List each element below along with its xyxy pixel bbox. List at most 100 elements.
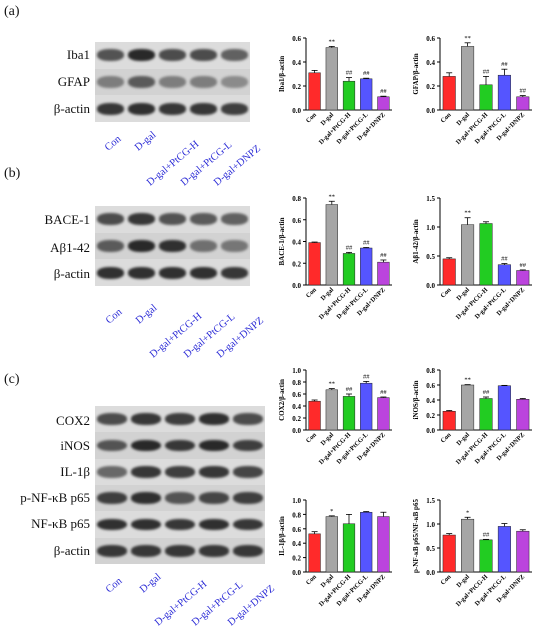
significance-label: * [466, 509, 469, 516]
blot-band [199, 439, 229, 452]
y-axis-label: Iba1/β-actin [278, 56, 286, 92]
bar [360, 511, 373, 573]
category-label: Con [305, 431, 318, 444]
significance-label: ** [329, 381, 336, 388]
lane-label: D-gal [133, 129, 159, 154]
blot-band [128, 240, 155, 252]
y-tick-label: 0.2 [292, 83, 301, 91]
blot-label-bactin-c: β-actin [53, 543, 90, 558]
blot-band [199, 492, 229, 504]
significance-label: ## [501, 61, 508, 68]
blot-band [97, 492, 127, 504]
chart-inos: 0.00.20.40.60.8iNOS/β-actinCon**D-gal##D… [412, 367, 532, 466]
bar [308, 400, 321, 431]
significance-label: * [330, 508, 333, 515]
y-axis-label: BACE-1/β-actin [278, 217, 286, 265]
blot-band [128, 102, 155, 115]
blot-band [233, 518, 263, 531]
y-tick-label: 1.5 [426, 195, 435, 203]
y-tick-label: 0.4 [292, 403, 301, 411]
blot-band [159, 266, 186, 279]
y-axis-label: COX2/β-actin [278, 379, 286, 421]
bar [360, 78, 373, 111]
y-tick-label: 0.4 [292, 59, 301, 67]
y-tick-label: 0.2 [292, 260, 301, 268]
bar [342, 396, 356, 431]
blot-band [128, 266, 155, 279]
bar [325, 389, 338, 431]
chart-abeta: 0.00.51.01.5Aβ1-42/β-actinCon**D-galD-ga… [412, 195, 532, 321]
significance-label: ## [363, 70, 370, 77]
y-tick-label: 0.6 [292, 391, 301, 399]
blot-band [159, 240, 186, 252]
blot-band [165, 492, 195, 504]
blot-label-bactin-a: β-actin [53, 101, 90, 116]
blot-label-cox2: COX2 [56, 413, 90, 428]
panel-label-b: (b) [4, 166, 21, 181]
category-label: D-gal [455, 431, 471, 447]
blot-band [159, 76, 186, 88]
y-tick-label: 0.0 [292, 107, 301, 115]
bar [342, 523, 356, 573]
category-label: Con [439, 111, 452, 124]
western-blot-a [95, 42, 250, 122]
category-label: Con [439, 431, 452, 444]
y-tick-label: 1.5 [426, 497, 435, 505]
significance-label: ## [380, 252, 387, 259]
blot-row [95, 458, 265, 486]
western-blot-b [95, 206, 250, 286]
blot-band [190, 102, 217, 115]
y-axis-label: Aβ1-42/β-actin [412, 219, 420, 263]
blot-band [97, 49, 124, 62]
blot-label-nfkb: NF-κB p65 [31, 516, 90, 531]
bar [377, 397, 390, 431]
bar [479, 84, 493, 111]
blot-band [131, 439, 161, 452]
blot-band [233, 466, 263, 478]
blot-row [95, 68, 250, 97]
y-tick-label: 0.2 [426, 412, 435, 420]
blot-label-abeta: Aβ1-42 [50, 240, 90, 255]
y-tick-label: 0.0 [426, 427, 435, 435]
y-axis-label: p-NF-κB p65/NF-κB p65 [412, 499, 420, 573]
y-tick-label: 0.8 [292, 511, 301, 519]
blot-band [190, 266, 217, 279]
significance-label: ## [346, 244, 353, 251]
bar [461, 518, 475, 573]
significance-label: ** [329, 193, 336, 200]
blot-band [97, 413, 127, 425]
significance-label: ## [520, 262, 527, 269]
lane-label: D-gal [134, 302, 160, 327]
y-tick-label: 0.6 [292, 35, 301, 43]
significance-label: ## [363, 373, 370, 380]
y-tick-label: 0.5 [426, 253, 435, 261]
y-tick-label: 1.0 [426, 521, 435, 529]
blot-row [95, 95, 250, 122]
bar [479, 539, 493, 573]
blot-band [159, 49, 186, 62]
bar [516, 96, 530, 111]
bar [308, 242, 321, 286]
blot-row [95, 485, 265, 513]
blot-label-bactin-b: β-actin [53, 266, 90, 281]
y-tick-label: 0.0 [292, 282, 301, 290]
bar [516, 530, 530, 573]
blot-band [233, 545, 263, 557]
blot-band [190, 213, 217, 226]
blot-label-inos: iNOS [60, 438, 90, 453]
bar [516, 399, 530, 431]
panel-label-a: (a) [4, 4, 20, 19]
y-tick-label: 0.4 [292, 540, 301, 548]
blot-label-iba1: Iba1 [66, 47, 90, 62]
blot-band [221, 213, 248, 226]
bar [461, 224, 475, 286]
y-tick-label: 0.4 [426, 397, 435, 405]
y-tick-label: 1.0 [292, 497, 301, 505]
y-tick-label: 0.0 [426, 569, 435, 577]
blot-band [221, 240, 248, 252]
significance-label: ## [483, 68, 490, 75]
bar [308, 533, 321, 573]
bar [516, 270, 530, 286]
blot-row [95, 232, 250, 261]
y-tick-label: 0.2 [292, 555, 301, 563]
